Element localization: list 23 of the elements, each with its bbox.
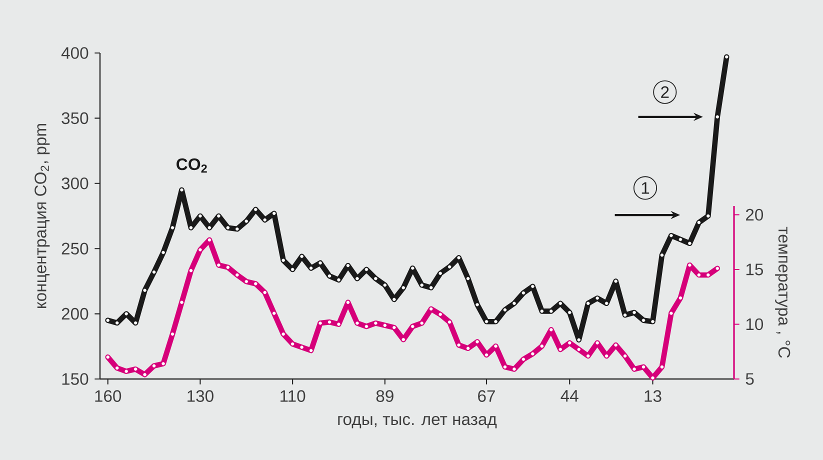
y2-tick-label: 10: [746, 318, 764, 330]
x-axis-title: годы, тыс. лет назад: [338, 416, 497, 428]
y2-axis-title: температура , °C: [775, 226, 790, 358]
x-tick-label: 44: [560, 390, 578, 402]
series-label: CO$_{2}$: [176, 158, 207, 173]
y-axis-title: концентрация CO$_{2}$, ppm: [34, 124, 50, 308]
y-tick-label: 400: [61, 47, 88, 59]
annotation: 2: [661, 86, 669, 98]
y-tick-label: 200: [62, 308, 88, 320]
y-tick-label: 350: [62, 112, 88, 124]
x-tick-label: 110: [280, 390, 306, 402]
x-tick-label: 13: [644, 390, 662, 402]
y2-tick-label: 20: [746, 208, 764, 221]
y-tick-label: 150: [62, 373, 88, 385]
annotation: 1: [642, 182, 650, 194]
y2-tick-label: 5: [746, 373, 754, 385]
x-tick-label: 89: [376, 390, 394, 402]
x-tick-label: 67: [478, 390, 495, 402]
x-tick-label: 160: [95, 390, 122, 402]
y-tick-label: 300: [62, 178, 88, 190]
x-tick-label: 130: [188, 390, 214, 402]
y2-tick-label: 15: [746, 264, 764, 276]
y-tick-label: 250: [62, 242, 88, 254]
